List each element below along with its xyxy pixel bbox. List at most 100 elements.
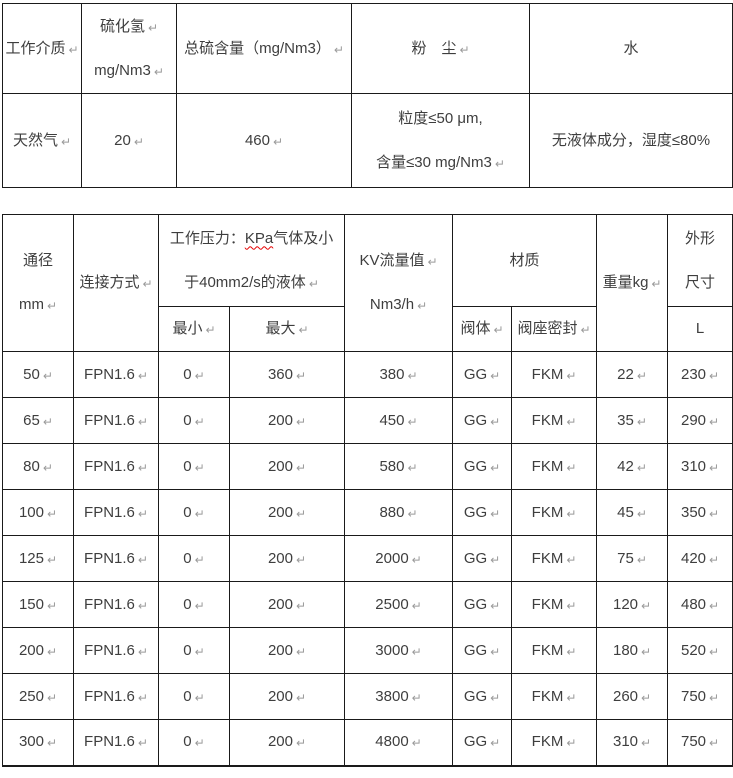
- cell-text: GG: [463, 641, 488, 659]
- cell-text: FPN1.6: [84, 457, 135, 475]
- cell-line: 最小 ↵: [160, 308, 229, 351]
- table-cell: 0 ↵: [158, 581, 230, 628]
- table-cell: 200 ↵: [228, 489, 346, 536]
- valve-body-header: 阀体 ↵: [452, 306, 513, 352]
- cell-line: 290 ↵: [669, 399, 732, 443]
- cell-line: GG ↵: [454, 583, 511, 627]
- table-cell: 250 ↵: [2, 673, 74, 720]
- paragraph-mark-icon: ↵: [298, 323, 309, 337]
- paragraph-mark-icon: ↵: [295, 552, 307, 567]
- cell-line: 180 ↵: [598, 629, 667, 673]
- pressure-max-header: 最大 ↵: [228, 306, 346, 352]
- cell-line: 200 ↵: [231, 675, 344, 719]
- cell-line: 460 ↵: [178, 119, 351, 163]
- cell-text: 750: [680, 687, 707, 705]
- cell-line: 200 ↵: [231, 583, 344, 627]
- table-cell: 3000 ↵: [344, 627, 454, 674]
- cell-text: 4800: [375, 733, 409, 751]
- table-gap: [2, 188, 733, 214]
- cell-text: 0: [183, 641, 192, 659]
- valve-data-row: 250 ↵ FPN1.6 ↵ 0 ↵ 200 ↵ 3800 ↵ GG ↵ FKM ↵ 260 ↵ 750 ↵: [2, 673, 733, 720]
- cell-text: 通径: [22, 252, 53, 269]
- table-cell: 200 ↵: [2, 627, 74, 674]
- paragraph-mark-icon: ↵: [46, 506, 58, 521]
- cell-text: FPN1.6: [84, 641, 135, 659]
- paragraph-mark-icon: ↵: [46, 552, 58, 567]
- table-cell: 0 ↵: [158, 673, 230, 720]
- paragraph-mark-icon: ↵: [490, 506, 501, 521]
- table-cell: 480 ↵: [667, 581, 733, 628]
- table-cell: 180 ↵: [596, 627, 669, 674]
- paragraph-mark-icon: ↵: [636, 552, 647, 567]
- table-cell: 310 ↵: [596, 719, 669, 766]
- paragraph-mark-icon: ↵: [133, 134, 144, 149]
- cell-text: 0: [183, 687, 192, 705]
- paragraph-mark-icon: ↵: [566, 598, 577, 613]
- cell-text: 天然气: [12, 131, 58, 149]
- cell-text: 180: [612, 641, 639, 659]
- table-cell: FKM ↵: [511, 489, 598, 536]
- cell-line: FPN1.6 ↵: [75, 629, 158, 673]
- table-cell: FPN1.6 ↵: [73, 351, 159, 398]
- paragraph-mark-icon: ↵: [137, 644, 148, 659]
- table-cell: 0 ↵: [158, 397, 230, 444]
- table-cell: FPN1.6 ↵: [73, 719, 159, 766]
- cell-line: 水: [531, 27, 732, 71]
- cell-line: 0 ↵: [160, 445, 229, 489]
- valve-header-row-1: 通径 mm ↵ 连接方式 ↵ 工作压力：KPa气体及小 于40mm2/s的液体 ↵ KV流量值 ↵…: [2, 214, 733, 352]
- cell-text: KV流量值: [359, 252, 425, 269]
- working-medium-header: 工作介质 ↵: [2, 3, 82, 94]
- paragraph-mark-icon: ↵: [42, 460, 53, 475]
- cell-text: FKM: [531, 641, 564, 659]
- paragraph-mark-icon: ↵: [641, 598, 652, 613]
- cell-text: 310: [680, 457, 707, 475]
- paragraph-mark-icon: ↵: [566, 736, 577, 751]
- table-cell: GG ↵: [452, 489, 513, 536]
- cell-text: mm: [18, 296, 44, 313]
- table-cell: GG ↵: [452, 535, 513, 582]
- paragraph-mark-icon: ↵: [137, 414, 148, 429]
- cell-text: 300: [18, 733, 44, 751]
- cell-line: 45 ↵: [598, 491, 667, 535]
- paragraph-mark-icon: ↵: [490, 414, 501, 429]
- cell-text: 580: [379, 457, 405, 475]
- table-cell: 350 ↵: [667, 489, 733, 536]
- paragraph-mark-icon: ↵: [194, 644, 205, 659]
- cell-text: 0: [183, 503, 192, 521]
- table-cell: 0 ↵: [158, 351, 230, 398]
- valve-spec-table-body: 通径 mm ↵ 连接方式 ↵ 工作压力：KPa气体及小 于40mm2/s的液体 ↵ KV流量值 ↵…: [2, 214, 733, 766]
- cell-text: GG: [463, 733, 488, 751]
- paragraph-mark-icon: ↵: [137, 598, 148, 613]
- cell-line: GG ↵: [454, 491, 511, 535]
- cell-line: 75 ↵: [598, 537, 667, 581]
- working-media-table-body: 工作介质 ↵ 硫化氢 ↵ mg/Nm3 ↵ 总硫含量（mg/Nm3） ↵ 粉 尘 ↵ 水天然气 ↵ 20…: [2, 3, 733, 188]
- cell-line: KV流量值 ↵: [346, 239, 452, 283]
- cell-text: FPN1.6: [84, 411, 135, 429]
- cell-line: GG ↵: [454, 675, 511, 719]
- paragraph-mark-icon: ↵: [566, 644, 577, 659]
- cell-text: 260: [612, 687, 639, 705]
- cell-text: FKM: [531, 457, 564, 475]
- paragraph-mark-icon: ↵: [137, 690, 148, 705]
- paragraph-mark-icon: ↵: [137, 368, 148, 383]
- cell-text: 450: [379, 411, 405, 429]
- paragraph-mark-icon: ↵: [636, 460, 647, 475]
- cell-text: GG: [463, 595, 488, 613]
- cell-text: FKM: [531, 687, 564, 705]
- cell-line: GG ↵: [454, 537, 511, 581]
- cell-text: 水: [623, 39, 639, 57]
- cell-line: GG ↵: [454, 445, 511, 489]
- cell-text: 200: [267, 595, 293, 613]
- cell-text: 外形: [685, 229, 716, 247]
- cell-line: 360 ↵: [231, 353, 344, 397]
- paragraph-mark-icon: ↵: [137, 460, 148, 475]
- paragraph-mark-icon: ↵: [137, 506, 148, 521]
- cell-text: 200: [18, 641, 44, 659]
- cell-line: 880 ↵: [346, 491, 452, 535]
- cell-line: 0 ↵: [160, 583, 229, 627]
- paragraph-mark-icon: ↵: [194, 598, 205, 613]
- table-cell: 150 ↵: [2, 581, 74, 628]
- paragraph-mark-icon: ↵: [411, 644, 422, 659]
- cell-line: GG ↵: [454, 629, 511, 673]
- cell-line: 50 ↵: [4, 353, 73, 397]
